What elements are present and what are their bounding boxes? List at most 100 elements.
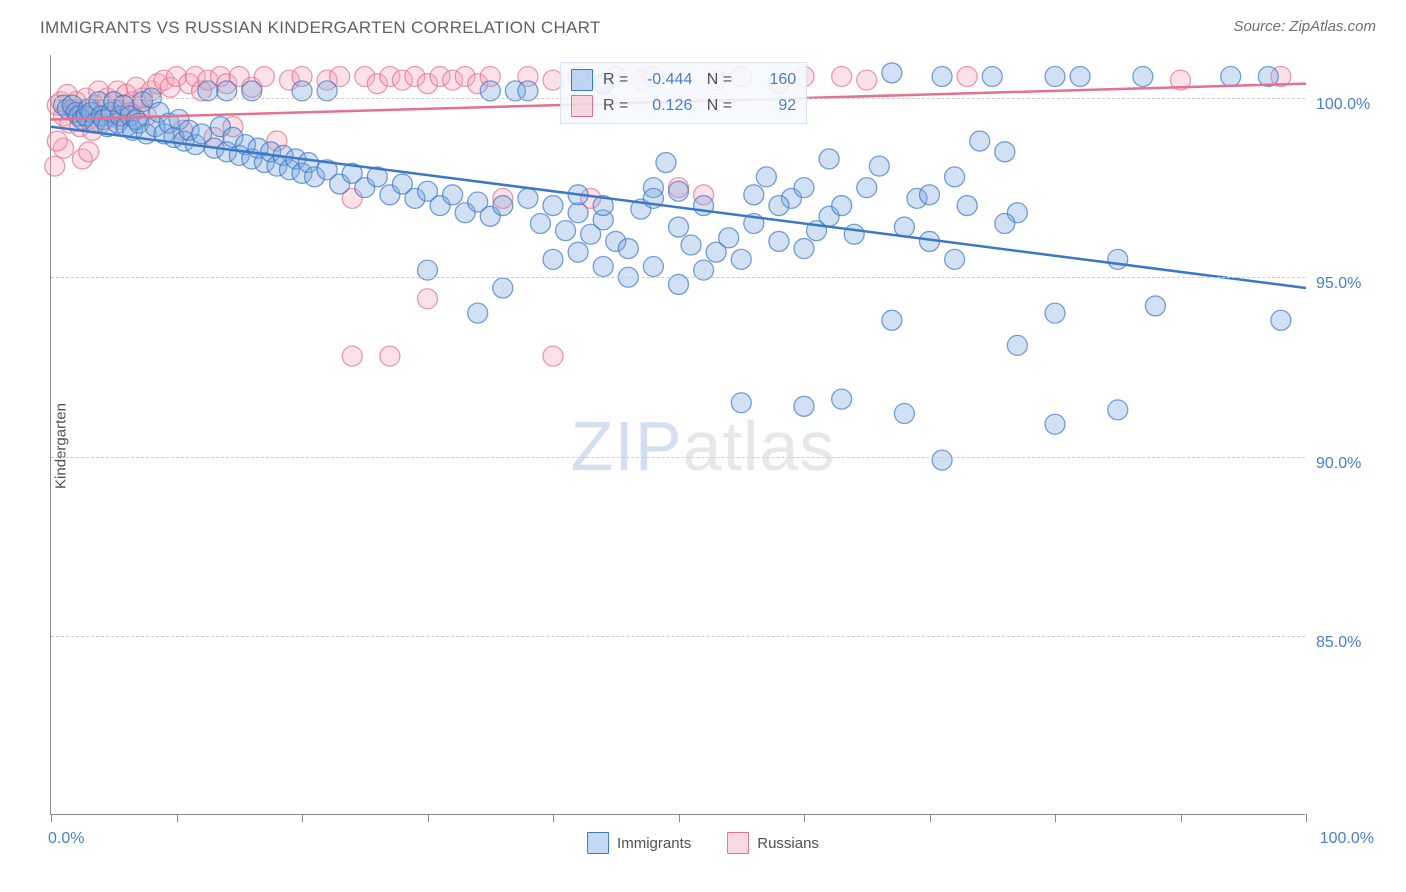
scatter-point xyxy=(719,228,739,248)
scatter-point xyxy=(731,393,751,413)
scatter-point xyxy=(957,196,977,216)
scatter-point xyxy=(756,167,776,187)
scatter-point xyxy=(643,257,663,277)
scatter-point xyxy=(769,196,789,216)
n-value-immigrants: 160 xyxy=(742,71,796,89)
scatter-point xyxy=(794,396,814,416)
scatter-point xyxy=(493,278,513,298)
scatter-point xyxy=(995,213,1015,233)
xtick xyxy=(302,814,303,822)
scatter-point xyxy=(794,178,814,198)
scatter-point xyxy=(1070,67,1090,87)
scatter-point xyxy=(982,67,1002,87)
ytick-label: 95.0% xyxy=(1316,275,1386,293)
scatter-point xyxy=(656,153,676,173)
scatter-point xyxy=(769,231,789,251)
scatter-point xyxy=(568,242,588,262)
ytick-label: 90.0% xyxy=(1316,455,1386,473)
trend-line xyxy=(51,127,1306,288)
scatter-point xyxy=(443,185,463,205)
scatter-point xyxy=(857,178,877,198)
scatter-point xyxy=(794,239,814,259)
xtick xyxy=(1055,814,1056,822)
scatter-point xyxy=(995,142,1015,162)
scatter-point xyxy=(819,149,839,169)
scatter-point xyxy=(832,67,852,87)
xtick xyxy=(1306,814,1307,822)
scatter-point xyxy=(894,403,914,423)
x-axis-label-100: 100.0% xyxy=(1320,830,1374,848)
scatter-point xyxy=(543,196,563,216)
scatter-point xyxy=(1108,400,1128,420)
scatter-point xyxy=(970,131,990,151)
ytick-label: 100.0% xyxy=(1316,96,1386,114)
scatter-point xyxy=(1007,335,1027,355)
scatter-point xyxy=(957,67,977,87)
xtick xyxy=(804,814,805,822)
legend-swatch-russians xyxy=(727,832,749,854)
scatter-point xyxy=(79,142,99,162)
scatter-point xyxy=(468,303,488,323)
scatter-point xyxy=(342,346,362,366)
scatter-svg xyxy=(51,55,1305,814)
scatter-point xyxy=(556,221,576,241)
scatter-point xyxy=(869,156,889,176)
scatter-point xyxy=(1271,310,1291,330)
scatter-point xyxy=(1145,296,1165,316)
scatter-point xyxy=(932,67,952,87)
x-axis-label-0: 0.0% xyxy=(48,830,84,848)
chart-title: IMMIGRANTS VS RUSSIAN KINDERGARTEN CORRE… xyxy=(40,18,601,38)
scatter-point xyxy=(1108,249,1128,269)
scatter-point xyxy=(681,235,701,255)
scatter-point xyxy=(618,239,638,259)
scatter-point xyxy=(518,188,538,208)
scatter-point xyxy=(882,310,902,330)
scatter-point xyxy=(1045,67,1065,87)
r-label: R = xyxy=(603,97,628,115)
legend-label-russians: Russians xyxy=(757,835,819,852)
scatter-point xyxy=(1133,67,1153,87)
xtick xyxy=(679,814,680,822)
scatter-point xyxy=(832,196,852,216)
gridline xyxy=(51,277,1305,278)
legend-swatch-immigrants xyxy=(587,832,609,854)
scatter-point xyxy=(543,249,563,269)
scatter-point xyxy=(857,70,877,90)
xtick xyxy=(51,814,52,822)
n-label: N = xyxy=(702,97,732,115)
scatter-point xyxy=(380,346,400,366)
scatter-point xyxy=(731,249,751,269)
r-label: R = xyxy=(603,71,628,89)
xtick xyxy=(1181,814,1182,822)
scatter-point xyxy=(1221,67,1241,87)
legend-item-russians: Russians xyxy=(727,832,819,854)
swatch-russians xyxy=(571,95,593,117)
source-label: Source: ZipAtlas.com xyxy=(1233,18,1376,35)
xtick xyxy=(428,814,429,822)
xtick xyxy=(553,814,554,822)
scatter-point xyxy=(882,63,902,83)
scatter-point xyxy=(543,346,563,366)
scatter-point xyxy=(945,167,965,187)
scatter-point xyxy=(45,156,65,176)
scatter-point xyxy=(1045,303,1065,323)
r-value-immigrants: -0.444 xyxy=(638,71,692,89)
scatter-point xyxy=(493,196,513,216)
scatter-point xyxy=(530,213,550,233)
xtick xyxy=(930,814,931,822)
legend-item-immigrants: Immigrants xyxy=(587,832,691,854)
chart-container: IMMIGRANTS VS RUSSIAN KINDERGARTEN CORRE… xyxy=(0,0,1406,892)
n-label: N = xyxy=(702,71,732,89)
scatter-point xyxy=(669,181,689,201)
scatter-point xyxy=(593,257,613,277)
stats-row-russians: R = 0.126 N = 92 xyxy=(571,93,796,119)
gridline xyxy=(51,636,1305,637)
stats-legend: R = -0.444 N = 160 R = 0.126 N = 92 xyxy=(560,62,807,124)
n-value-russians: 92 xyxy=(742,97,796,115)
scatter-point xyxy=(844,224,864,244)
scatter-point xyxy=(669,217,689,237)
plot-area: 85.0%90.0%95.0%100.0% xyxy=(50,55,1305,815)
legend-label-immigrants: Immigrants xyxy=(617,835,691,852)
scatter-point xyxy=(418,289,438,309)
scatter-point xyxy=(920,185,940,205)
